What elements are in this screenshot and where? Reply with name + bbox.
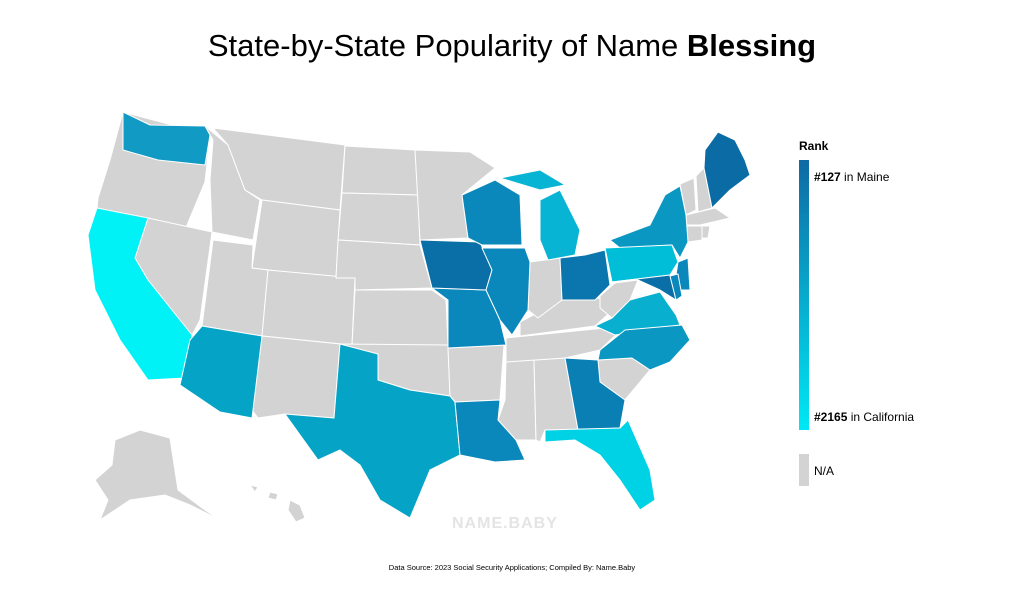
page-title: State-by-State Popularity of Name Blessi… xyxy=(0,28,1024,64)
state-RI[interactable] xyxy=(701,225,711,239)
state-PA[interactable] xyxy=(604,244,679,283)
state-WA[interactable] xyxy=(122,111,211,166)
state-TX[interactable] xyxy=(284,343,461,519)
state-DE[interactable] xyxy=(669,273,683,301)
state-AR[interactable] xyxy=(447,344,505,403)
state-WI[interactable] xyxy=(461,179,523,246)
state-IL[interactable] xyxy=(481,247,531,336)
legend-bottom-state: in California xyxy=(847,410,915,424)
state-ME[interactable] xyxy=(703,131,751,209)
state-KS[interactable] xyxy=(351,289,449,346)
state-NC[interactable] xyxy=(597,324,691,371)
legend-bottom-rank: #2165 xyxy=(814,410,848,424)
state-CO[interactable] xyxy=(261,269,356,346)
state-AZ[interactable] xyxy=(179,325,263,419)
legend-gradient-bar xyxy=(799,160,809,430)
state-HI[interactable] xyxy=(249,484,306,523)
title-name: Blessing xyxy=(686,28,817,63)
state-LA[interactable] xyxy=(454,399,526,463)
legend-top-state: in Maine xyxy=(840,170,890,184)
legend-na-label: N/A xyxy=(814,464,835,478)
legend-title: Rank xyxy=(799,139,829,153)
state-NM[interactable] xyxy=(251,335,341,419)
title-prefix: State-by-State Popularity of Name xyxy=(207,28,687,63)
state-OH[interactable] xyxy=(559,249,611,301)
state-FL[interactable] xyxy=(544,419,656,511)
state-MD[interactable] xyxy=(611,274,677,301)
footer-source: Data Source: 2023 Social Security Applic… xyxy=(388,563,636,572)
legend-top-rank: #127 xyxy=(814,170,841,184)
state-SD[interactable] xyxy=(337,192,421,246)
state-ND[interactable] xyxy=(341,145,419,196)
state-MI[interactable] xyxy=(499,169,581,261)
legend-top-label: #127 in Maine xyxy=(814,170,889,184)
legend-bottom-label: #2165 in California xyxy=(814,410,914,424)
legend-na-swatch xyxy=(799,454,809,486)
state-CT[interactable] xyxy=(685,225,703,243)
state-IA[interactable] xyxy=(419,239,493,291)
state-AK[interactable] xyxy=(94,429,221,521)
watermark-logo: NAME.BABY xyxy=(452,515,558,532)
state-WY[interactable] xyxy=(251,199,341,279)
